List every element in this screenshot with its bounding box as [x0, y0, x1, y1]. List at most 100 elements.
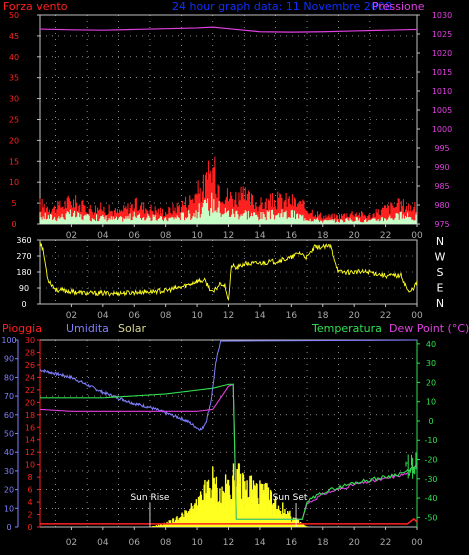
humidity-y-label: 10: [4, 504, 14, 513]
panel3-tick-label: 08: [160, 538, 172, 548]
pressure-y-label: 1030: [432, 11, 452, 20]
rain-series: [40, 517, 418, 525]
panel2-tick-label: 04: [97, 311, 109, 321]
temperature-y-label: 10: [426, 398, 436, 407]
rain-y-label: 8: [27, 473, 32, 482]
rain-y-label: 26: [25, 361, 35, 370]
panel2-tick-label: 02: [66, 311, 77, 321]
panel1-tick-label: 22: [380, 231, 391, 241]
temperature-y-label: 20: [426, 378, 436, 387]
humidity-y-label: 100: [1, 336, 16, 345]
panel3-tick-label: 04: [97, 538, 109, 548]
humidity-y-label: 40: [4, 448, 14, 457]
sunset-annotation: Sun Set: [273, 493, 308, 503]
humidity-y-label: 70: [4, 392, 14, 401]
rain-y-label: 22: [25, 386, 35, 395]
dew-point-label: Dew Point (°C): [389, 322, 469, 335]
rain-y-label: 24: [25, 373, 35, 382]
panel3-tick-label: 12: [223, 538, 234, 548]
wind-speed-y-label: 5: [11, 199, 16, 208]
panel3-tick-label: 22: [380, 538, 391, 548]
pressure-y-label: 985: [434, 182, 449, 191]
wind-direction-y-label: 0: [21, 300, 26, 309]
panel1-tick-label: 00: [411, 231, 423, 241]
panel3-tick-label: 14: [254, 538, 266, 548]
pressure-y-label: 990: [434, 163, 449, 172]
pressure-y-label: 1005: [432, 106, 452, 115]
panel2-tick-label: 18: [317, 311, 329, 321]
humidity-y-label: 20: [4, 486, 14, 495]
temperature-y-label: 0: [428, 417, 433, 426]
panel3-tick-label: 06: [129, 538, 141, 548]
pressure-y-label: 1000: [432, 125, 452, 134]
temperature-y-label: -50: [424, 513, 437, 522]
humidity-label: Umidita: [66, 322, 109, 335]
pressure-y-label: 1020: [432, 49, 452, 58]
wind-direction-y-label: 90: [19, 284, 29, 293]
panel1-tick-label: 10: [191, 231, 203, 241]
panel2-tick-label: 16: [286, 311, 298, 321]
panel2-tick-label: 12: [223, 311, 234, 321]
temperature-y-label: -30: [424, 475, 437, 484]
wind-speed-y-label: 0: [11, 220, 16, 229]
panel1-tick-label: 14: [254, 231, 266, 241]
panel2-tick-label: 10: [191, 311, 203, 321]
rain-y-label: 14: [25, 436, 35, 445]
panel3-tick-label: 00: [411, 538, 423, 548]
panel2-tick-label: 00: [411, 311, 423, 321]
temperature-spikes: [405, 452, 417, 479]
panel1-tick-label: 20: [348, 231, 360, 241]
wind-direction-y-label: 360: [16, 236, 31, 245]
rain-y-label: 20: [25, 398, 35, 407]
pressure-y-label: 1015: [432, 68, 452, 77]
pressure-y-label: 980: [434, 201, 449, 210]
panel1-tick-label: 02: [66, 231, 77, 241]
panel1-tick-label: 16: [286, 231, 298, 241]
panel1-tick-label: 06: [129, 231, 141, 241]
rain-y-label: 28: [25, 348, 35, 357]
compass-label: W: [435, 251, 446, 264]
panel1-tick-label: 18: [317, 231, 329, 241]
rain-label: Pioggia: [2, 322, 42, 335]
panel2-tick-label: 22: [380, 311, 391, 321]
dew-point-series: [39, 383, 418, 520]
humidity-y-label: 0: [6, 523, 11, 532]
sunrise-annotation: Sun Rise: [130, 493, 169, 503]
compass-label: E: [437, 282, 444, 295]
temperature-label: Temperatura: [311, 322, 382, 335]
pressure-series: [39, 26, 418, 33]
panel1-tick-label: 08: [160, 231, 172, 241]
pressure-y-label: 1010: [432, 87, 452, 96]
rain-y-label: 30: [25, 336, 35, 345]
panel2-tick-label: 08: [160, 311, 172, 321]
panel3-tick-label: 18: [317, 538, 329, 548]
rain-y-label: 4: [27, 498, 32, 507]
humidity-series: [39, 339, 418, 431]
temperature-y-label: -40: [424, 494, 437, 503]
rain-y-label: 10: [25, 461, 35, 470]
rain-y-label: 6: [27, 486, 32, 495]
wind-speed-plot-frame: [39, 14, 418, 225]
wind-speed-y-label: 25: [9, 116, 19, 125]
wind-speed-y-label: 45: [9, 32, 19, 41]
temperature-y-label: 30: [426, 359, 436, 368]
solar-label: Solar: [118, 322, 147, 335]
wind-speed-y-label: 40: [9, 53, 19, 62]
rain-y-label: 18: [25, 411, 35, 420]
panel3-tick-label: 16: [286, 538, 298, 548]
wind-speed-label: Forza vento: [3, 0, 68, 13]
panel3-tick-label: 20: [348, 538, 360, 548]
rain-y-label: 2: [27, 511, 32, 520]
pressure-y-label: 1025: [432, 30, 452, 39]
wind-mean-series: [39, 192, 417, 224]
panel3-tick-label: 02: [66, 538, 77, 548]
panel2-tick-label: 20: [348, 311, 360, 321]
panel1-tick-label: 12: [223, 231, 234, 241]
humidity-y-label: 50: [4, 430, 14, 439]
compass-label: S: [437, 266, 444, 279]
temperature-y-label: -20: [424, 456, 437, 465]
pressure-label: Pressione: [372, 0, 425, 13]
humidity-y-label: 80: [4, 373, 14, 382]
wind-speed-y-label: 30: [9, 95, 19, 104]
wind-speed-y-label: 50: [9, 11, 19, 20]
